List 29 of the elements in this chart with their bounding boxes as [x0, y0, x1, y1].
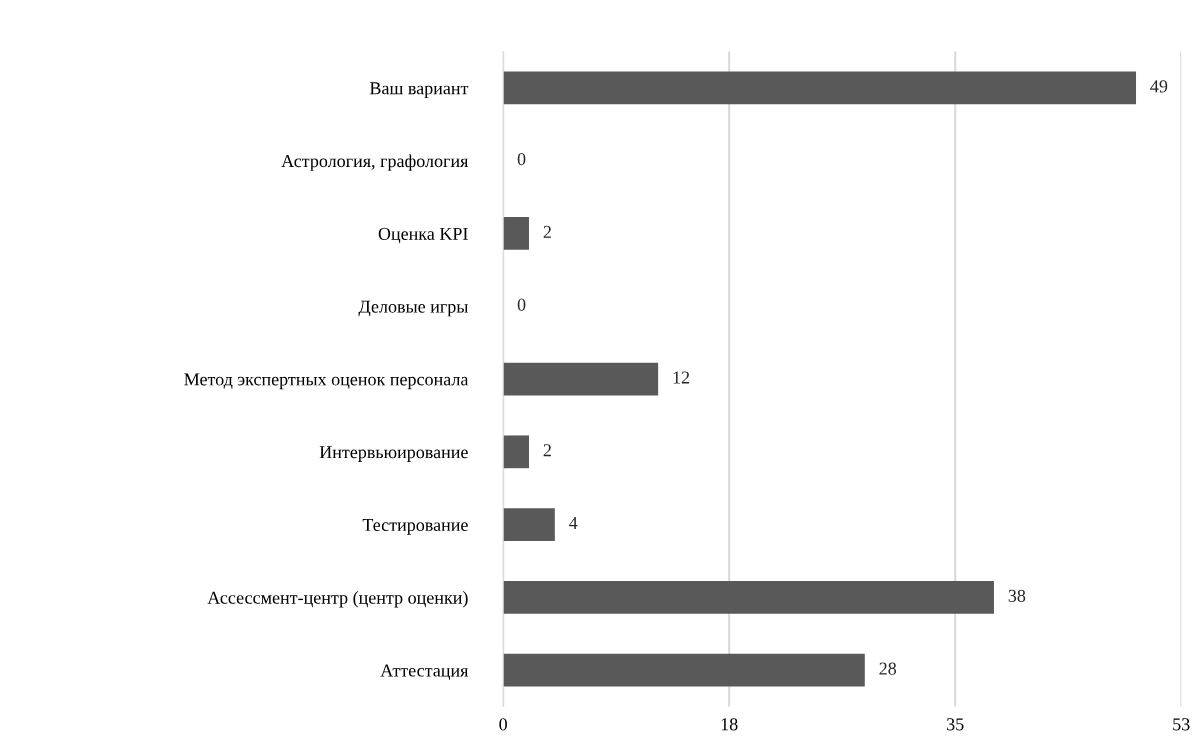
data-label: 4 [569, 517, 578, 529]
data-label: 12 [673, 371, 690, 384]
data-label: 0 [517, 153, 526, 166]
y-tick-label: Интервьюирование [319, 446, 468, 462]
bar [503, 71, 1137, 105]
data-label: 2 [543, 225, 551, 238]
y-tick-label: Тестирование [362, 519, 468, 535]
data-label: 49 [1150, 80, 1168, 93]
x-tick-label: 0 [499, 718, 507, 731]
y-tick-label: Ваш вариант [369, 82, 469, 99]
x-tick-label: 18 [721, 718, 738, 731]
y-tick-label: Деловые игры [358, 300, 469, 317]
y-tick-label: Метод экспертных оценок персонала [184, 373, 469, 390]
data-label: 0 [517, 298, 526, 311]
bar [503, 217, 529, 250]
bar [503, 362, 659, 396]
x-tick-label: 35 [947, 718, 964, 731]
x-tick-label: 53 [1173, 718, 1190, 731]
y-tick-label: Ассессмент-центр (центр оценки) [207, 591, 468, 608]
y-tick-label: Астрология, графология [281, 154, 469, 171]
bar [503, 435, 529, 469]
y-tick-label: Аттестация [380, 664, 469, 680]
bar [503, 508, 555, 541]
y-tick-label: Оценка KPI [378, 227, 468, 244]
data-label: 38 [1008, 589, 1026, 602]
bar [503, 581, 994, 614]
bar [503, 653, 865, 687]
data-label: 28 [879, 662, 897, 675]
data-label: 2 [543, 444, 551, 457]
